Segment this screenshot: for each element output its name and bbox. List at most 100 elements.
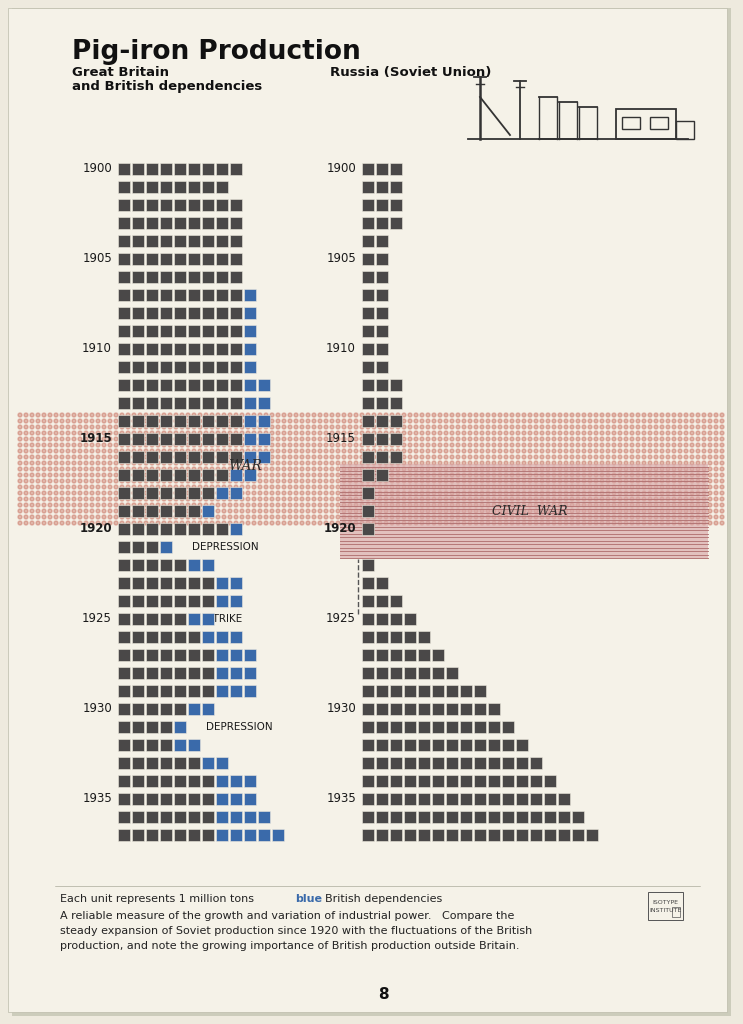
Bar [132,199,144,211]
Circle shape [546,413,550,417]
Circle shape [492,473,496,477]
Circle shape [378,485,382,489]
Bar [160,667,172,679]
Circle shape [24,443,28,447]
Circle shape [528,503,532,507]
Circle shape [18,497,22,501]
Circle shape [210,509,214,513]
Circle shape [36,521,40,525]
Circle shape [540,485,544,489]
Circle shape [360,467,364,471]
Circle shape [402,437,406,441]
Circle shape [306,479,310,483]
Circle shape [270,521,274,525]
Circle shape [564,413,568,417]
Text: Russia (Soviet Union): Russia (Soviet Union) [330,66,491,79]
Circle shape [540,503,544,507]
Bar [404,739,416,751]
Circle shape [720,443,724,447]
Circle shape [366,455,370,459]
Circle shape [222,419,226,423]
Bar [474,739,486,751]
Circle shape [660,485,664,489]
Circle shape [42,443,46,447]
Circle shape [78,503,82,507]
Circle shape [114,455,118,459]
Circle shape [264,419,268,423]
Circle shape [450,485,454,489]
Bar [216,271,228,283]
Circle shape [594,521,598,525]
Circle shape [192,515,196,519]
Circle shape [276,497,280,501]
Bar [418,685,430,697]
Circle shape [150,503,154,507]
Circle shape [210,485,214,489]
Bar [230,253,242,265]
Circle shape [492,431,496,435]
Bar [216,775,228,787]
Text: Great Britain: Great Britain [72,66,169,79]
Circle shape [84,413,88,417]
Circle shape [480,437,484,441]
Bar [202,343,214,355]
Circle shape [480,455,484,459]
Bar [376,415,388,427]
Circle shape [480,509,484,513]
Circle shape [342,431,346,435]
Circle shape [498,437,502,441]
Circle shape [510,503,514,507]
Bar [404,613,416,625]
Circle shape [498,473,502,477]
Circle shape [162,521,166,525]
Circle shape [348,515,352,519]
Circle shape [18,490,22,495]
Circle shape [372,455,376,459]
Circle shape [42,509,46,513]
Circle shape [516,509,520,513]
Circle shape [654,419,658,423]
Circle shape [180,467,184,471]
Circle shape [246,473,250,477]
Bar [118,217,130,229]
Bar [362,199,374,211]
Circle shape [564,419,568,423]
Circle shape [450,490,454,495]
Circle shape [378,473,382,477]
Circle shape [600,449,604,453]
Circle shape [90,490,94,495]
Circle shape [636,497,640,501]
Circle shape [570,467,574,471]
Circle shape [54,467,58,471]
Circle shape [360,509,364,513]
Circle shape [534,503,538,507]
Circle shape [690,431,694,435]
Circle shape [540,425,544,429]
Circle shape [696,521,700,525]
Circle shape [666,455,670,459]
Circle shape [72,485,76,489]
Bar [118,775,130,787]
Circle shape [336,497,340,501]
Circle shape [252,437,256,441]
Circle shape [378,521,382,525]
Circle shape [684,467,688,471]
Circle shape [114,497,118,501]
Circle shape [102,497,106,501]
Circle shape [504,437,508,441]
Circle shape [618,473,622,477]
Circle shape [282,521,286,525]
Bar [216,577,228,589]
Circle shape [624,413,628,417]
Bar [174,181,186,193]
Circle shape [678,455,682,459]
Circle shape [564,479,568,483]
Circle shape [702,467,706,471]
Circle shape [66,521,70,525]
Bar [376,739,388,751]
Circle shape [402,509,406,513]
Circle shape [708,431,712,435]
Circle shape [486,490,490,495]
Circle shape [576,419,580,423]
Circle shape [510,509,514,513]
